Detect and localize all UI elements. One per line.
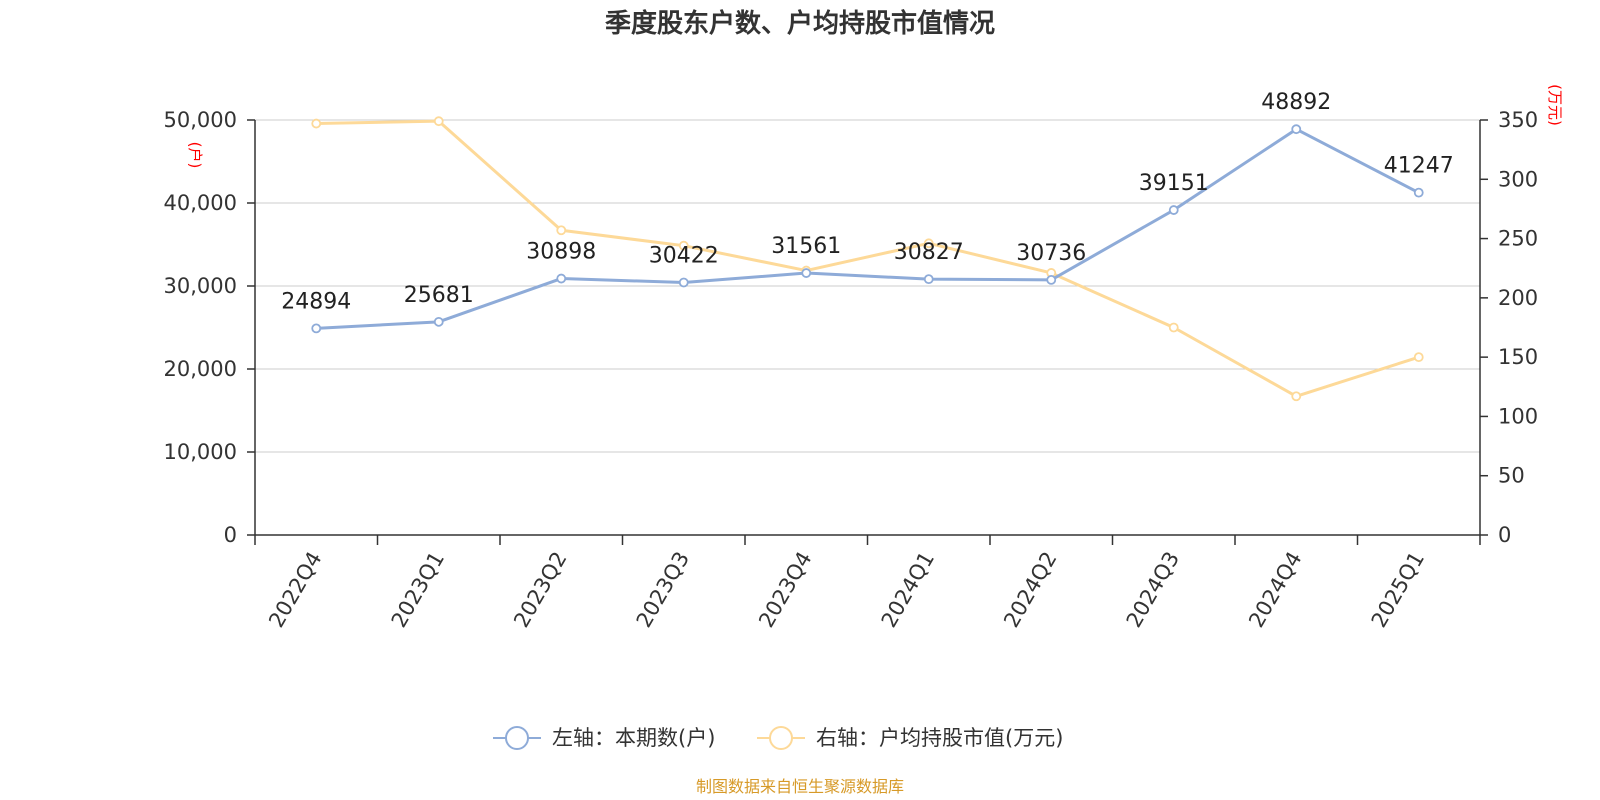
- right-tick-label: 0: [1498, 523, 1511, 547]
- right-tick-label: 300: [1498, 167, 1538, 191]
- point-shareholders[interactable]: [801, 268, 812, 278]
- x-tick-label: 2023Q3: [632, 548, 694, 632]
- data-label: 30827: [894, 240, 964, 265]
- x-tick-label: 2023Q4: [754, 548, 816, 632]
- point-avg-holding-value[interactable]: [433, 116, 444, 127]
- data-label: 48892: [1261, 90, 1331, 115]
- right-tick-label: 50: [1498, 464, 1525, 488]
- x-tick-label: 2024Q1: [877, 548, 939, 632]
- point-avg-holding-value[interactable]: [311, 118, 322, 129]
- left-tick-label: 0: [224, 523, 237, 547]
- right-tick-label: 200: [1498, 286, 1538, 310]
- right-tick-label: 150: [1498, 345, 1538, 369]
- point-avg-holding-value[interactable]: [556, 225, 567, 236]
- left-axis-ticks: 0 10,000 20,000 30,000 40,000 50,000: [164, 108, 255, 547]
- left-tick-label: 20,000: [164, 357, 237, 381]
- right-axis-ticks: 0 50 100 150 200 250 300 350: [1480, 108, 1538, 547]
- right-axis-unit: (万元): [1546, 84, 1564, 126]
- axes: [254, 120, 1481, 536]
- x-tick-label: 2023Q2: [509, 548, 571, 632]
- left-tick-label: 50,000: [164, 108, 237, 132]
- left-axis-unit: (户): [186, 142, 204, 169]
- data-label: 30898: [526, 240, 596, 265]
- series: [311, 116, 1424, 402]
- point-avg-holding-value[interactable]: [678, 240, 689, 251]
- x-tick-label: 2024Q2: [999, 548, 1061, 632]
- point-shareholders[interactable]: [678, 277, 689, 288]
- data-label: 31561: [771, 234, 841, 259]
- x-axis-ticks: 2022Q4 2023Q1 2023Q2 2023Q3 2023Q4 2024Q1 2024…: [254, 535, 1481, 632]
- x-tick-label: 2022Q4: [264, 548, 326, 632]
- data-label: 25681: [404, 283, 474, 308]
- source-note: 制图数据来自恒生聚源数据库: [696, 777, 904, 796]
- left-tick-label: 10,000: [164, 440, 237, 464]
- legend-item-right[interactable]: 右轴：户均持股市值(万元): [757, 726, 1063, 750]
- legend: 左轴：本期数(户) 右轴：户均持股市值(万元): [493, 726, 1063, 750]
- point-avg-holding-value[interactable]: [923, 238, 934, 249]
- data-label: 24894: [281, 289, 351, 314]
- point-shareholders[interactable]: [923, 274, 934, 285]
- right-tick-label: 100: [1498, 404, 1538, 428]
- legend-item-left[interactable]: 左轴：本期数(户): [493, 726, 715, 750]
- x-tick-label: 2025Q1: [1367, 548, 1429, 632]
- left-tick-label: 30,000: [164, 274, 237, 298]
- data-label: 41247: [1384, 154, 1454, 179]
- series-line-shareholders: [316, 127, 1420, 330]
- point-avg-holding-value[interactable]: [1291, 391, 1302, 402]
- data-labels: 24894 25681 30898 30422 31561 30827 30736 39151…: [281, 90, 1454, 314]
- point-shareholders[interactable]: [556, 273, 567, 284]
- point-shareholders[interactable]: [1291, 124, 1302, 135]
- series-line-avg-holding-value: [316, 119, 1420, 398]
- legend-label-right: 右轴：户均持股市值(万元): [816, 726, 1063, 750]
- point-shareholders[interactable]: [1046, 274, 1057, 285]
- point-avg-holding-value[interactable]: [1168, 322, 1179, 333]
- x-tick-label: 2023Q1: [387, 548, 449, 632]
- data-label: 30736: [1016, 241, 1086, 266]
- point-avg-holding-value[interactable]: [1413, 352, 1424, 363]
- legend-label-left: 左轴：本期数(户): [552, 726, 715, 750]
- left-tick-label: 40,000: [164, 191, 237, 215]
- grid-lines: [255, 119, 1480, 453]
- point-shareholders[interactable]: [1168, 205, 1179, 215]
- point-shareholders[interactable]: [433, 316, 444, 327]
- chart-title: 季度股东户数、户均持股市值情况: [605, 8, 995, 39]
- point-shareholders[interactable]: [311, 323, 322, 334]
- x-tick-label: 2024Q3: [1122, 548, 1184, 632]
- x-tick-label: 2024Q4: [1244, 548, 1306, 632]
- data-label: 39151: [1139, 171, 1209, 196]
- data-label: 30422: [649, 243, 719, 268]
- right-tick-label: 350: [1498, 108, 1538, 132]
- point-shareholders[interactable]: [1413, 187, 1424, 198]
- right-tick-label: 250: [1498, 227, 1538, 251]
